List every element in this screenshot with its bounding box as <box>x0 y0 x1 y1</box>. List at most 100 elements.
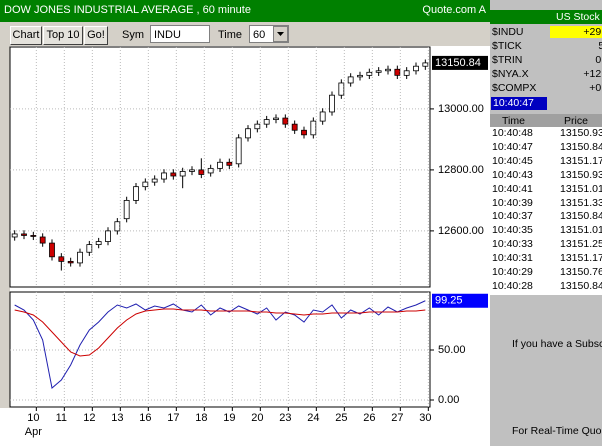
tick-time: 10:40:41 <box>492 182 533 195</box>
candle-body <box>413 65 419 72</box>
x-tick-label: 10 <box>27 412 39 424</box>
x-tick-label: 25 <box>335 412 347 424</box>
tick-time: 10:40:33 <box>492 238 533 251</box>
tick-row: 10:40:48 13150.93 <box>490 127 602 140</box>
last-price: 13150.84 <box>435 57 481 69</box>
candle-body <box>77 251 83 264</box>
last-price-box <box>432 55 488 70</box>
tick-time: 10:40:31 <box>492 252 533 265</box>
message: For Real-Time Quo <box>512 425 602 437</box>
x-tick-label: 23 <box>279 412 291 424</box>
oscillator-line <box>14 308 426 357</box>
tick-header: Time Price <box>490 114 602 127</box>
tick-time: 10:40:48 <box>492 127 533 139</box>
tick-price: 13150.84 <box>560 279 602 292</box>
symbol: $TRIN <box>492 54 523 66</box>
last-value: 99.25 <box>435 295 463 307</box>
candle-body <box>86 244 93 253</box>
candle-body <box>170 172 177 177</box>
candle-body <box>30 235 37 237</box>
candle-body <box>347 76 354 84</box>
candle-body <box>245 128 251 139</box>
title-bar: DOW JONES INDUSTRIAL AVERAGE , 60 minute… <box>0 0 490 22</box>
tick-row: 10:40:41 13151.01 <box>490 183 602 196</box>
chart-button[interactable]: Chart <box>10 26 42 45</box>
tick-row: 10:40:33 13151.25 <box>490 238 602 251</box>
change: +0.9 <box>589 82 602 94</box>
tick-price: 13150.84 <box>560 140 602 153</box>
tick-price: 13151.01 <box>560 182 602 195</box>
x-tick-label: 16 <box>139 412 151 424</box>
x-tick-label: 27 <box>391 412 403 424</box>
y-tick-label: 12600.00 <box>438 225 484 237</box>
candle-body <box>329 94 335 113</box>
candle-body <box>179 171 186 177</box>
tick-time: 10:40:47 <box>492 140 533 153</box>
tick-time: 10:40:29 <box>492 266 533 278</box>
candle-body <box>95 241 102 246</box>
x-tick-label: 30 <box>419 412 431 424</box>
candle-body <box>151 178 158 183</box>
candle-body <box>301 129 307 136</box>
candle-body <box>21 233 27 236</box>
time-label: Time <box>218 29 243 41</box>
y-tick-label: 12800.00 <box>438 164 484 176</box>
quote-row: $NYA.X +12.3 <box>490 68 602 81</box>
last-value-box <box>432 293 488 308</box>
symbol: $COMPX <box>492 82 537 94</box>
chart-title: DOW JONES INDUSTRIAL AVERAGE , 60 minute <box>4 4 251 16</box>
candle-body <box>161 172 167 180</box>
candle-body <box>189 169 195 172</box>
x-sublabel: Apr <box>25 426 42 438</box>
tick-price: 13150.93 <box>560 168 602 181</box>
tick-row: 10:40:39 13151.33 <box>490 197 602 210</box>
change: +29.9 <box>550 26 602 38</box>
tick-row: 10:40:37 13150.84 <box>490 210 602 223</box>
tick-row: 10:40:47 13150.84 <box>490 141 602 154</box>
brand: Quote.com A <box>422 4 486 16</box>
quote-row: $TICK 51 <box>490 40 602 53</box>
tick-row: 10:40:45 13151.17 <box>490 155 602 168</box>
candle-body <box>403 70 410 76</box>
top10-button[interactable]: Top 10 <box>43 26 83 45</box>
tick-price: 13150.76 <box>560 266 602 278</box>
tick-price: 13151.33 <box>560 196 602 209</box>
tick-time: 10:40:39 <box>492 196 533 209</box>
tick-row: 10:40:28 13150.84 <box>490 280 602 293</box>
candle-body <box>394 68 401 76</box>
candle-body <box>263 119 270 125</box>
go-button[interactable]: Go! <box>84 26 108 45</box>
candle-body <box>207 167 214 174</box>
x-tick-label: 19 <box>223 412 235 424</box>
message: If you have a Subsc <box>512 338 602 350</box>
y-tick-label: 13000.00 <box>438 103 484 115</box>
x-tick-label: 12 <box>83 412 95 424</box>
x-tick-label: 18 <box>195 412 207 424</box>
symbol-label: Sym <box>122 29 144 41</box>
change: +12.3 <box>583 68 602 80</box>
candle-body <box>254 123 261 130</box>
tick-price: 13150.84 <box>560 210 602 223</box>
candle-body <box>338 82 345 96</box>
tick-row: 10:40:35 13151.01 <box>490 224 602 237</box>
change: 51 <box>598 40 602 52</box>
y-tick-label: 0.00 <box>438 394 459 406</box>
x-tick-label: 11 <box>56 412 67 424</box>
dropdown-arrow[interactable] <box>273 26 288 42</box>
candle-body <box>366 71 373 76</box>
candle-body <box>58 256 65 262</box>
tick-time: 10:40:37 <box>492 210 533 223</box>
candle-body <box>375 70 382 73</box>
tick-time: 10:40:45 <box>492 154 533 167</box>
quote-row: $COMPX +0.9 <box>490 82 602 95</box>
candle-body <box>385 68 391 72</box>
quote-panel: US Stock 10:40:47 Time Price 10:40:48 131… <box>490 0 602 446</box>
tick-time: 10:40:43 <box>492 168 533 181</box>
symbol-input[interactable]: INDU <box>150 25 210 43</box>
left-margin <box>0 46 10 408</box>
tick-price: 13151.17 <box>560 154 602 167</box>
candle-body <box>291 123 298 131</box>
candle-body <box>422 62 429 67</box>
candle-body <box>114 221 121 232</box>
